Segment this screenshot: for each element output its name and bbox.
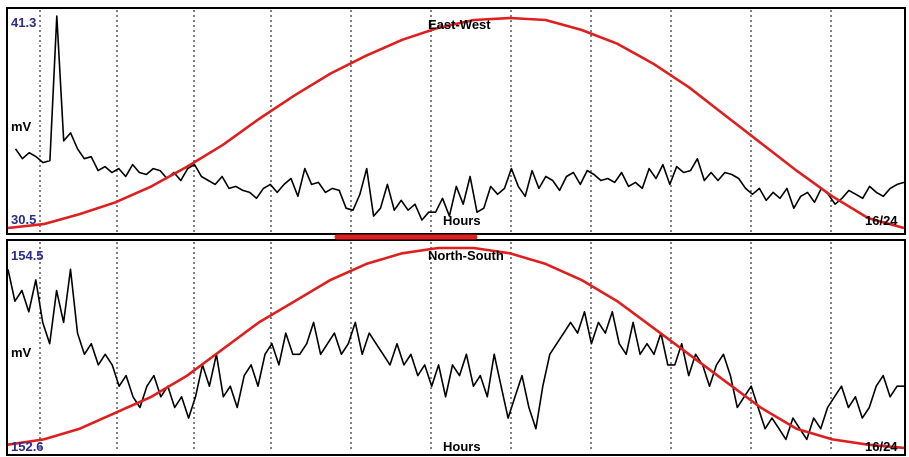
panel-ew-frame [6, 7, 906, 235]
panel-ns-grid [39, 242, 832, 452]
ew-ymax-label: 41.3 [11, 15, 37, 30]
ns-ylabel: mV [11, 345, 32, 360]
ew-title: East-West [428, 17, 491, 32]
ns-xlabel: Hours [443, 439, 481, 454]
series-line-ew-curve [7, 16, 905, 230]
panel-ew-grid [39, 10, 832, 232]
ns-ymax-label: 154.5 [11, 248, 44, 263]
series-line-ew-signal [14, 15, 905, 221]
ew-xlabel: Hours [443, 213, 481, 228]
panel-ns-frame [6, 239, 906, 456]
series-line-ns-signal [7, 268, 904, 441]
ns-title: North-South [428, 248, 504, 263]
ns-end-label: 16/24 [865, 439, 898, 454]
panel-ns-series [7, 246, 905, 450]
ns-ymin-label: 152.6 [11, 439, 44, 454]
ew-ymin-label: 30.5 [11, 212, 37, 227]
series-line-ns-curve [7, 246, 905, 450]
ew-end-label: 16/24 [865, 213, 898, 228]
panel-ew-series [7, 15, 905, 230]
ew-ylabel: mV [11, 119, 32, 134]
